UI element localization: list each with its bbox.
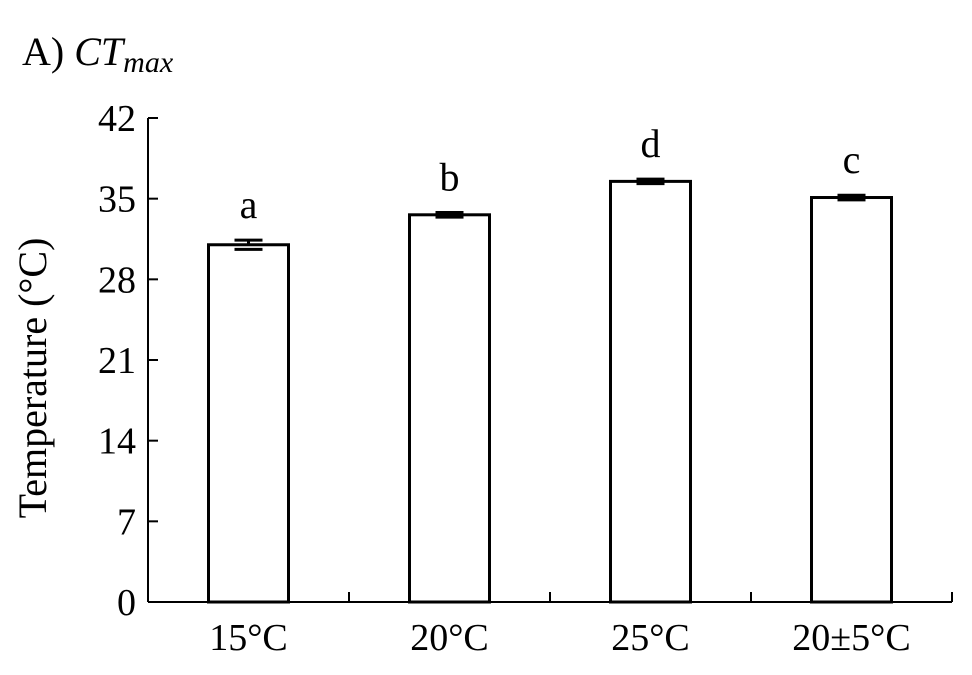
chart-title-main: CT — [74, 29, 126, 74]
y-tick-label-35: 35 — [98, 179, 136, 221]
y-axis-title: Temperature (°C) — [10, 238, 55, 519]
y-tick-label-14: 14 — [98, 421, 136, 463]
bar-2 — [609, 179, 692, 604]
bar-0 — [207, 243, 290, 604]
significance-label-0: a — [240, 182, 258, 227]
x-tick-label-2: 25°C — [611, 617, 690, 659]
chart-title-prefix: A) — [22, 29, 74, 74]
x-tick-label-0: 15°C — [209, 617, 288, 659]
significance-label-2: d — [641, 121, 661, 166]
bar-3 — [810, 196, 893, 604]
chart-title-subscript: max — [123, 46, 174, 79]
y-tick-label-21: 21 — [98, 340, 136, 382]
plot-area: 0 7 14 21 28 35 42 a 15°C b 20°C d 25°C c 20±5°C — [98, 98, 953, 659]
x-tick-label-3: 20±5°C — [792, 617, 910, 659]
significance-label-1: b — [440, 154, 460, 199]
y-tick-label-42: 42 — [98, 98, 136, 140]
y-tick-label-0: 0 — [117, 582, 136, 624]
bar-1 — [408, 213, 491, 604]
chart-title: A) CTmax — [22, 29, 174, 79]
y-tick-label-28: 28 — [98, 259, 136, 301]
x-tick-label-1: 20°C — [410, 617, 489, 659]
y-tick-label-7: 7 — [117, 501, 136, 543]
significance-label-3: c — [843, 137, 861, 182]
